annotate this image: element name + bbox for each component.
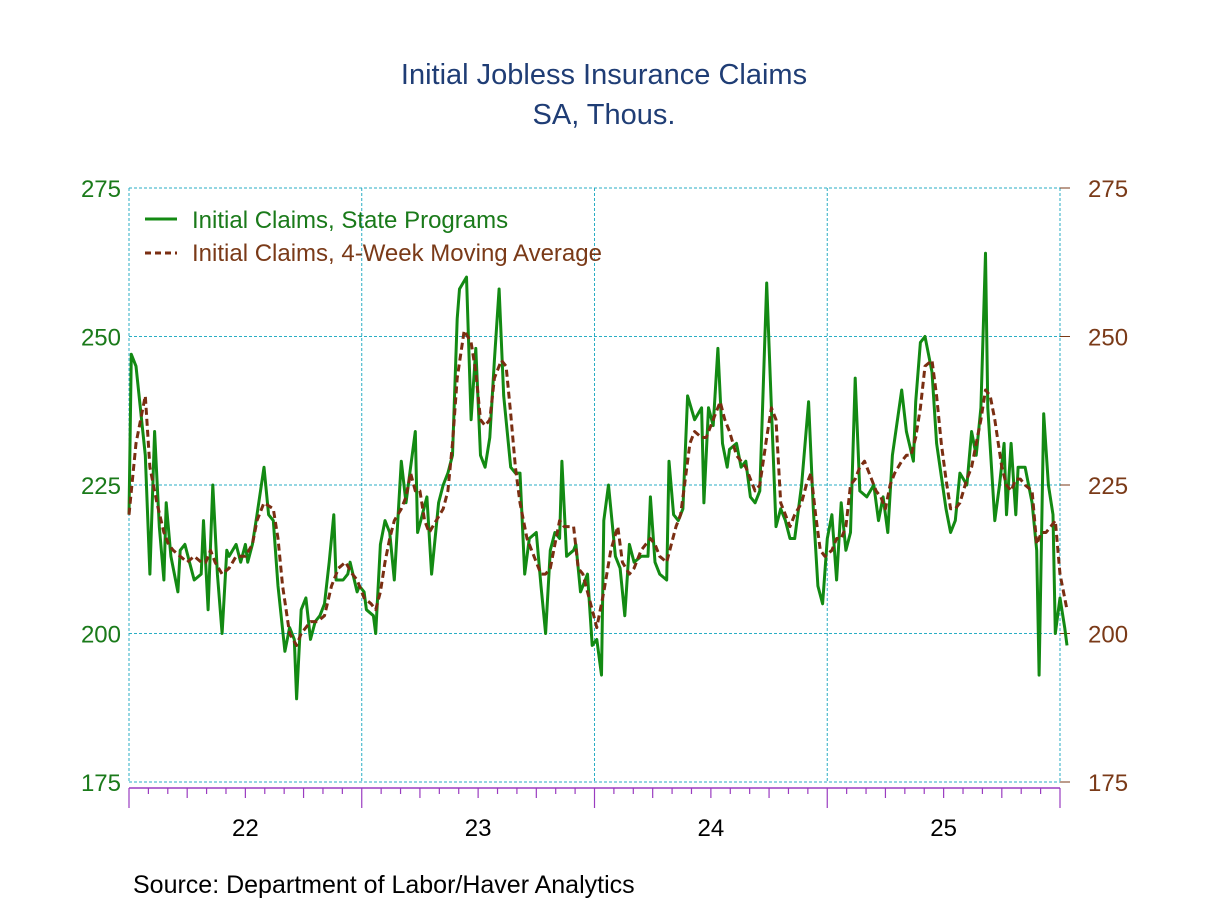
y-tick-label-left: 225 <box>81 473 121 500</box>
y-tick-label-left: 175 <box>81 770 121 797</box>
chart-title: Initial Jobless Insurance Claims <box>401 59 807 91</box>
series-group <box>127 251 1069 701</box>
x-tick-label: 23 <box>465 815 492 842</box>
y-tick-label-left: 275 <box>81 176 121 203</box>
x-tick-label: 25 <box>930 815 957 842</box>
y-tick-label-right: 250 <box>1088 325 1128 352</box>
source-note: Source: Department of Labor/Haver Analyt… <box>133 871 635 899</box>
y-tick-label-left: 200 <box>81 622 121 649</box>
y-tick-label-right: 225 <box>1088 473 1128 500</box>
x-tick-label: 24 <box>698 815 725 842</box>
y-tick-label-right: 275 <box>1088 176 1128 203</box>
y-tick-label-left: 250 <box>81 325 121 352</box>
x-axis: 22 23 24 25 <box>128 787 1061 842</box>
chart-subtitle: SA, Thous. <box>533 99 676 131</box>
legend-label-state-programs: Initial Claims, State Programs <box>192 207 508 234</box>
y-tick-label-right: 175 <box>1088 770 1128 797</box>
series-line-state-programs <box>127 251 1069 701</box>
grid <box>128 187 1061 783</box>
legend-label-moving-average: Initial Claims, 4-Week Moving Average <box>192 240 602 267</box>
legend: Initial Claims, State Programs Initial C… <box>145 207 602 267</box>
y-axis: 175 175 200 200 225 225 250 250 275 275 <box>81 176 1128 797</box>
x-tick-label: 22 <box>232 815 259 842</box>
y-tick-label-right: 200 <box>1088 622 1128 649</box>
series-line-moving-average <box>127 329 1069 647</box>
